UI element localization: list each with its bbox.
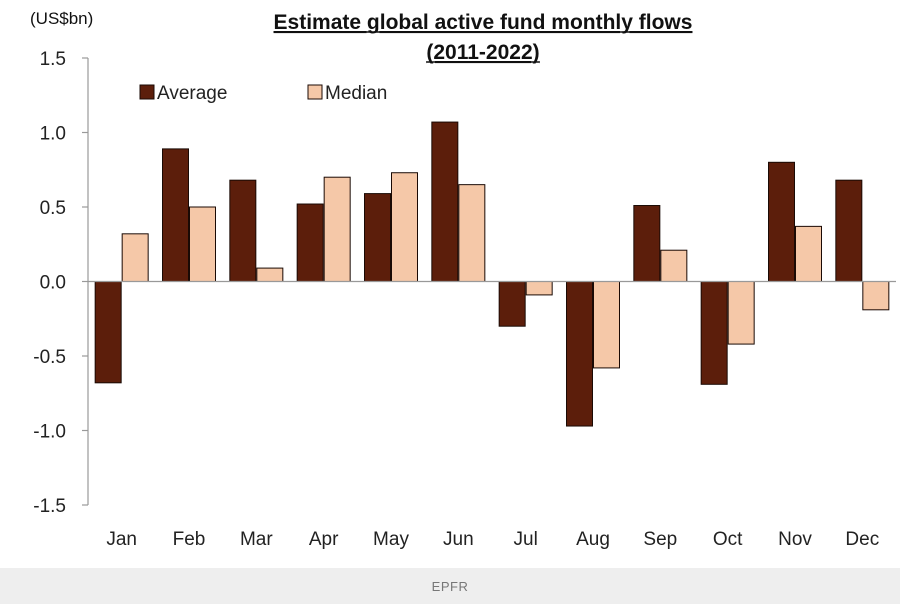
y-tick-label: 1.5	[40, 49, 66, 70]
unit-label: (US$bn)	[30, 9, 93, 28]
x-tick-label: Aug	[576, 529, 610, 550]
bar-average	[633, 205, 661, 282]
bar-average	[229, 179, 257, 282]
bar-median	[795, 225, 822, 282]
chart-title-line: (2011-2022)	[426, 41, 539, 64]
x-tick-label: Feb	[173, 529, 206, 550]
legend-swatch-average	[139, 84, 155, 100]
bar-average	[162, 148, 189, 282]
x-tick-label: Mar	[240, 529, 273, 550]
bar-median	[189, 206, 216, 282]
y-tick-label: 0.5	[40, 198, 66, 219]
x-tick-label: Jul	[514, 529, 538, 550]
bar-median	[862, 281, 890, 311]
x-tick-label: May	[373, 529, 409, 550]
source-footer: EPFR	[0, 568, 900, 604]
x-tick-label: Jan	[106, 529, 137, 550]
bar-median	[593, 281, 620, 369]
x-tick-label: Dec	[845, 529, 879, 550]
bar-average	[768, 161, 795, 282]
bar-median	[391, 172, 418, 282]
x-tick-label: Apr	[309, 529, 339, 550]
x-tick-label: Sep	[643, 529, 677, 550]
bar-median	[121, 233, 149, 283]
y-tick-label: 0.0	[40, 273, 66, 294]
x-tick-label: Oct	[713, 529, 743, 550]
y-tick-label: -1.5	[33, 496, 66, 517]
bar-median	[323, 176, 351, 282]
legend-label-median: Median	[325, 83, 387, 104]
bar-median	[256, 267, 284, 282]
x-tick-label: Jun	[443, 529, 474, 550]
bar-average	[364, 193, 391, 282]
bar-average	[700, 281, 728, 385]
bar-median	[525, 281, 553, 296]
bar-median	[660, 249, 688, 283]
bar-median	[727, 281, 755, 345]
y-tick-label: -0.5	[33, 347, 66, 368]
bar-average	[498, 281, 526, 327]
flows-chart: (US$bn) Estimate global active fund month…	[30, 9, 896, 550]
y-tick-label: -1.0	[33, 422, 66, 443]
legend-swatch-median	[307, 84, 323, 100]
bar-average	[566, 281, 593, 427]
bar-average	[431, 121, 459, 282]
y-tick-label: 1.0	[40, 124, 66, 145]
legend-label-average: Average	[157, 83, 227, 104]
bar-average	[94, 281, 122, 384]
bar-median	[458, 184, 486, 282]
bar-average	[296, 203, 324, 283]
bar-average	[835, 179, 863, 282]
chart-title-line: Estimate global active fund monthly flow…	[274, 11, 693, 34]
source-label: EPFR	[431, 578, 469, 594]
x-tick-label: Nov	[778, 529, 812, 550]
